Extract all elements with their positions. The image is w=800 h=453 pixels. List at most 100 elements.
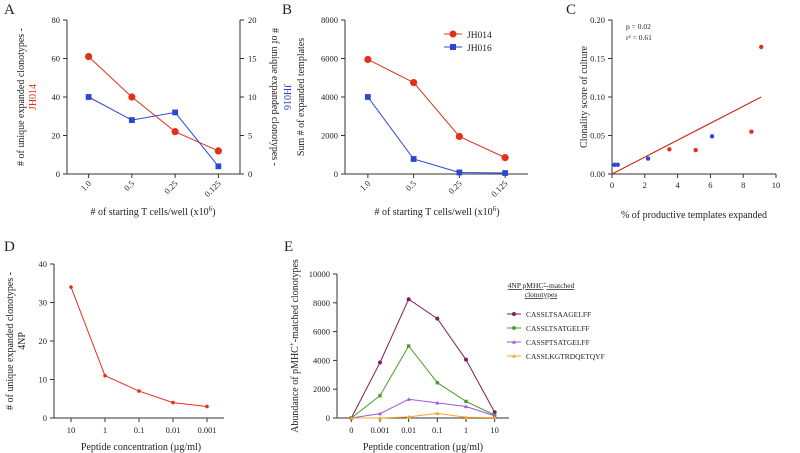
legend-jh016-label: JH016 [467, 44, 492, 54]
b-yticks-label-0: 0 [334, 169, 338, 179]
panel-e-y-title: Abundance of pMHC+-matched clonotypes [288, 259, 301, 433]
panel-b: B 0 2000 4000 6000 8000 1.0 0.5 0.25 0.125 JH01… [282, 2, 528, 218]
b-xticks-label-0: 1.0 [358, 178, 373, 193]
panel-b-x-title: # of starting T cells/well (x106) [374, 205, 499, 218]
panel-a-jh016-line [88, 96, 219, 167]
b-yticks-label-4: 8000 [321, 15, 338, 25]
e-yticks-label-0: 0 [326, 413, 330, 423]
c-xticks-label-4: 8 [741, 180, 745, 190]
a-xticks-label-0: 1.0 [78, 178, 93, 193]
legend-jh016-marker [450, 44, 456, 50]
panel-a-y-title: # of unique expanded clonotypes -JH014 [16, 28, 39, 166]
panel-c-x-title: % of productive templates expanded [621, 210, 767, 221]
d-xticks-label-3: 0.01 [166, 425, 181, 435]
panel-e-series-2-point-3 [435, 400, 440, 405]
legend-jh014-marker [449, 30, 457, 38]
panel-c: C 0.000.050.100.150.20 0 2 4 6 8 10 p = 0.02 … [566, 2, 780, 221]
panel-b-jh016-point-3 [502, 170, 509, 176]
a-y2ticks-label-0: 0 [248, 169, 252, 179]
c-xticks-label-2: 4 [675, 180, 680, 190]
panel-e-legend-label-3: CASSLKGTRDQETQYF [526, 352, 605, 361]
panel-d-4np-line [70, 286, 208, 407]
panel-e-series-2-line [351, 398, 495, 419]
panel-c-p-annotation: p = 0.02 [626, 22, 651, 31]
b-yticks-label-3: 6000 [321, 54, 338, 64]
panel-e-series-1-point-3 [435, 381, 440, 385]
panel-c-jh016-point-0 [612, 162, 617, 167]
panel-c-jh014-point-1 [693, 147, 698, 153]
panel-a-jh016-point-2 [172, 109, 179, 116]
panel-e-series-0-point-1 [378, 360, 382, 365]
a-yticks-label-3: 60 [52, 54, 61, 64]
panel-e-legend-marker-1 [512, 326, 516, 330]
a-xticks-label-3: 0.125 [202, 178, 223, 199]
panel-b-jh014-point-2 [455, 132, 463, 141]
a-y2ticks-label-3: 15 [248, 54, 257, 64]
b-yticks-label-2: 4000 [321, 92, 338, 102]
panel-e-legend-marker-2 [512, 340, 516, 344]
c-yticks-label-3: 0.15 [590, 54, 605, 64]
a-yticks-label-4: 80 [52, 15, 61, 25]
e-yticks-label-4: 8000 [313, 298, 330, 308]
panel-a-jh016-point-3 [215, 163, 222, 170]
panel-e-series-3-point-1 [378, 416, 382, 420]
panel-b-label: B [282, 2, 292, 18]
b-yticks-label-1: 2000 [321, 131, 338, 141]
panel-c-jh016-point-1 [615, 162, 620, 167]
c-xticks-label-5: 10 [772, 180, 781, 190]
d-xticks-label-1: 1 [103, 425, 107, 435]
panel-e-series-0-point-2 [406, 297, 411, 302]
panel-e-legend-title-line2: clonotypes [525, 290, 558, 299]
panel-a-jh014-line [88, 56, 219, 152]
panel-e-series-1-point-1 [378, 393, 382, 398]
panel-a: A 0 20 40 60 80 0 5 10 15 20 1.0 0.5 0.25 0.125 # o… [4, 2, 292, 218]
panel-b-jh016-line [367, 96, 506, 174]
panel-a-jh014-point-3 [214, 147, 222, 155]
panel-d-4np-point-2 [137, 389, 141, 393]
c-yticks-label-4: 0.20 [590, 15, 605, 25]
panel-c-label: C [566, 2, 576, 18]
panel-b-jh014-line [367, 59, 506, 159]
panel-e-legend: 4NP pMHC+-matched clonotypes CASSLTSAAGE… [507, 281, 605, 361]
panel-e-series-0-point-5 [492, 410, 497, 415]
b-xticks-label-1: 0.5 [403, 178, 418, 193]
panel-a-jh014-point-2 [171, 128, 179, 136]
d-xticks-label-2: 0.1 [134, 425, 145, 435]
panel-c-r2-annotation: r² = 0.61 [626, 33, 652, 42]
d-yticks-label-4: 40 [39, 259, 48, 269]
panel-e-label: E [284, 239, 293, 255]
panel-c-jh016-point-3 [709, 134, 715, 139]
panel-e-series-0-point-4 [464, 357, 468, 362]
panel-e-legend-title-line1: 4NP pMHC+-matched [508, 281, 575, 290]
panel-a-jh016-point-1 [128, 117, 135, 123]
panel-e-legend-marker-0 [512, 312, 516, 316]
panel-e-series-3-point-4 [464, 415, 468, 419]
panel-e-series-0-point-3 [435, 316, 440, 321]
d-xticks-label-4: 0.001 [197, 425, 216, 435]
panel-a-jh014-point-1 [128, 93, 136, 101]
e-yticks-label-1: 2000 [313, 384, 330, 394]
c-yticks-label-1: 0.05 [590, 131, 605, 141]
panel-e-series-3-point-5 [492, 415, 497, 420]
a-yticks-label-2: 40 [52, 92, 61, 102]
panel-a-jh016-point-0 [85, 94, 92, 100]
panel-b-y-title: Sum # of expanded templates [296, 38, 307, 156]
c-xticks-label-3: 6 [708, 180, 712, 190]
c-yticks-label-0: 0.00 [590, 169, 605, 179]
a-y2ticks-label-2: 10 [248, 92, 257, 102]
panel-e-series-2-point-2 [406, 397, 411, 401]
a-y2ticks-label-4: 20 [248, 15, 257, 25]
panel-b-jh016-point-0 [364, 94, 371, 100]
panel-e-series-1-point-2 [406, 344, 411, 348]
c-xticks-label-1: 2 [643, 180, 647, 190]
a-yticks-label-1: 20 [52, 131, 61, 141]
e-yticks-label-2: 4000 [313, 355, 330, 365]
a-xticks-label-2: 0.25 [162, 178, 180, 196]
panel-e-series-3-point-2 [406, 414, 411, 419]
panel-d: D 0 10 20 30 40 10 1 0.1 0.01 0.001 Peptide conc… [4, 239, 224, 453]
panel-c-y-title: Clonality score of culture [579, 45, 590, 147]
panel-b-jh014-point-0 [364, 55, 372, 64]
a-y2ticks-label-1: 5 [248, 131, 252, 141]
panel-c-jh014-point-2 [749, 129, 754, 134]
